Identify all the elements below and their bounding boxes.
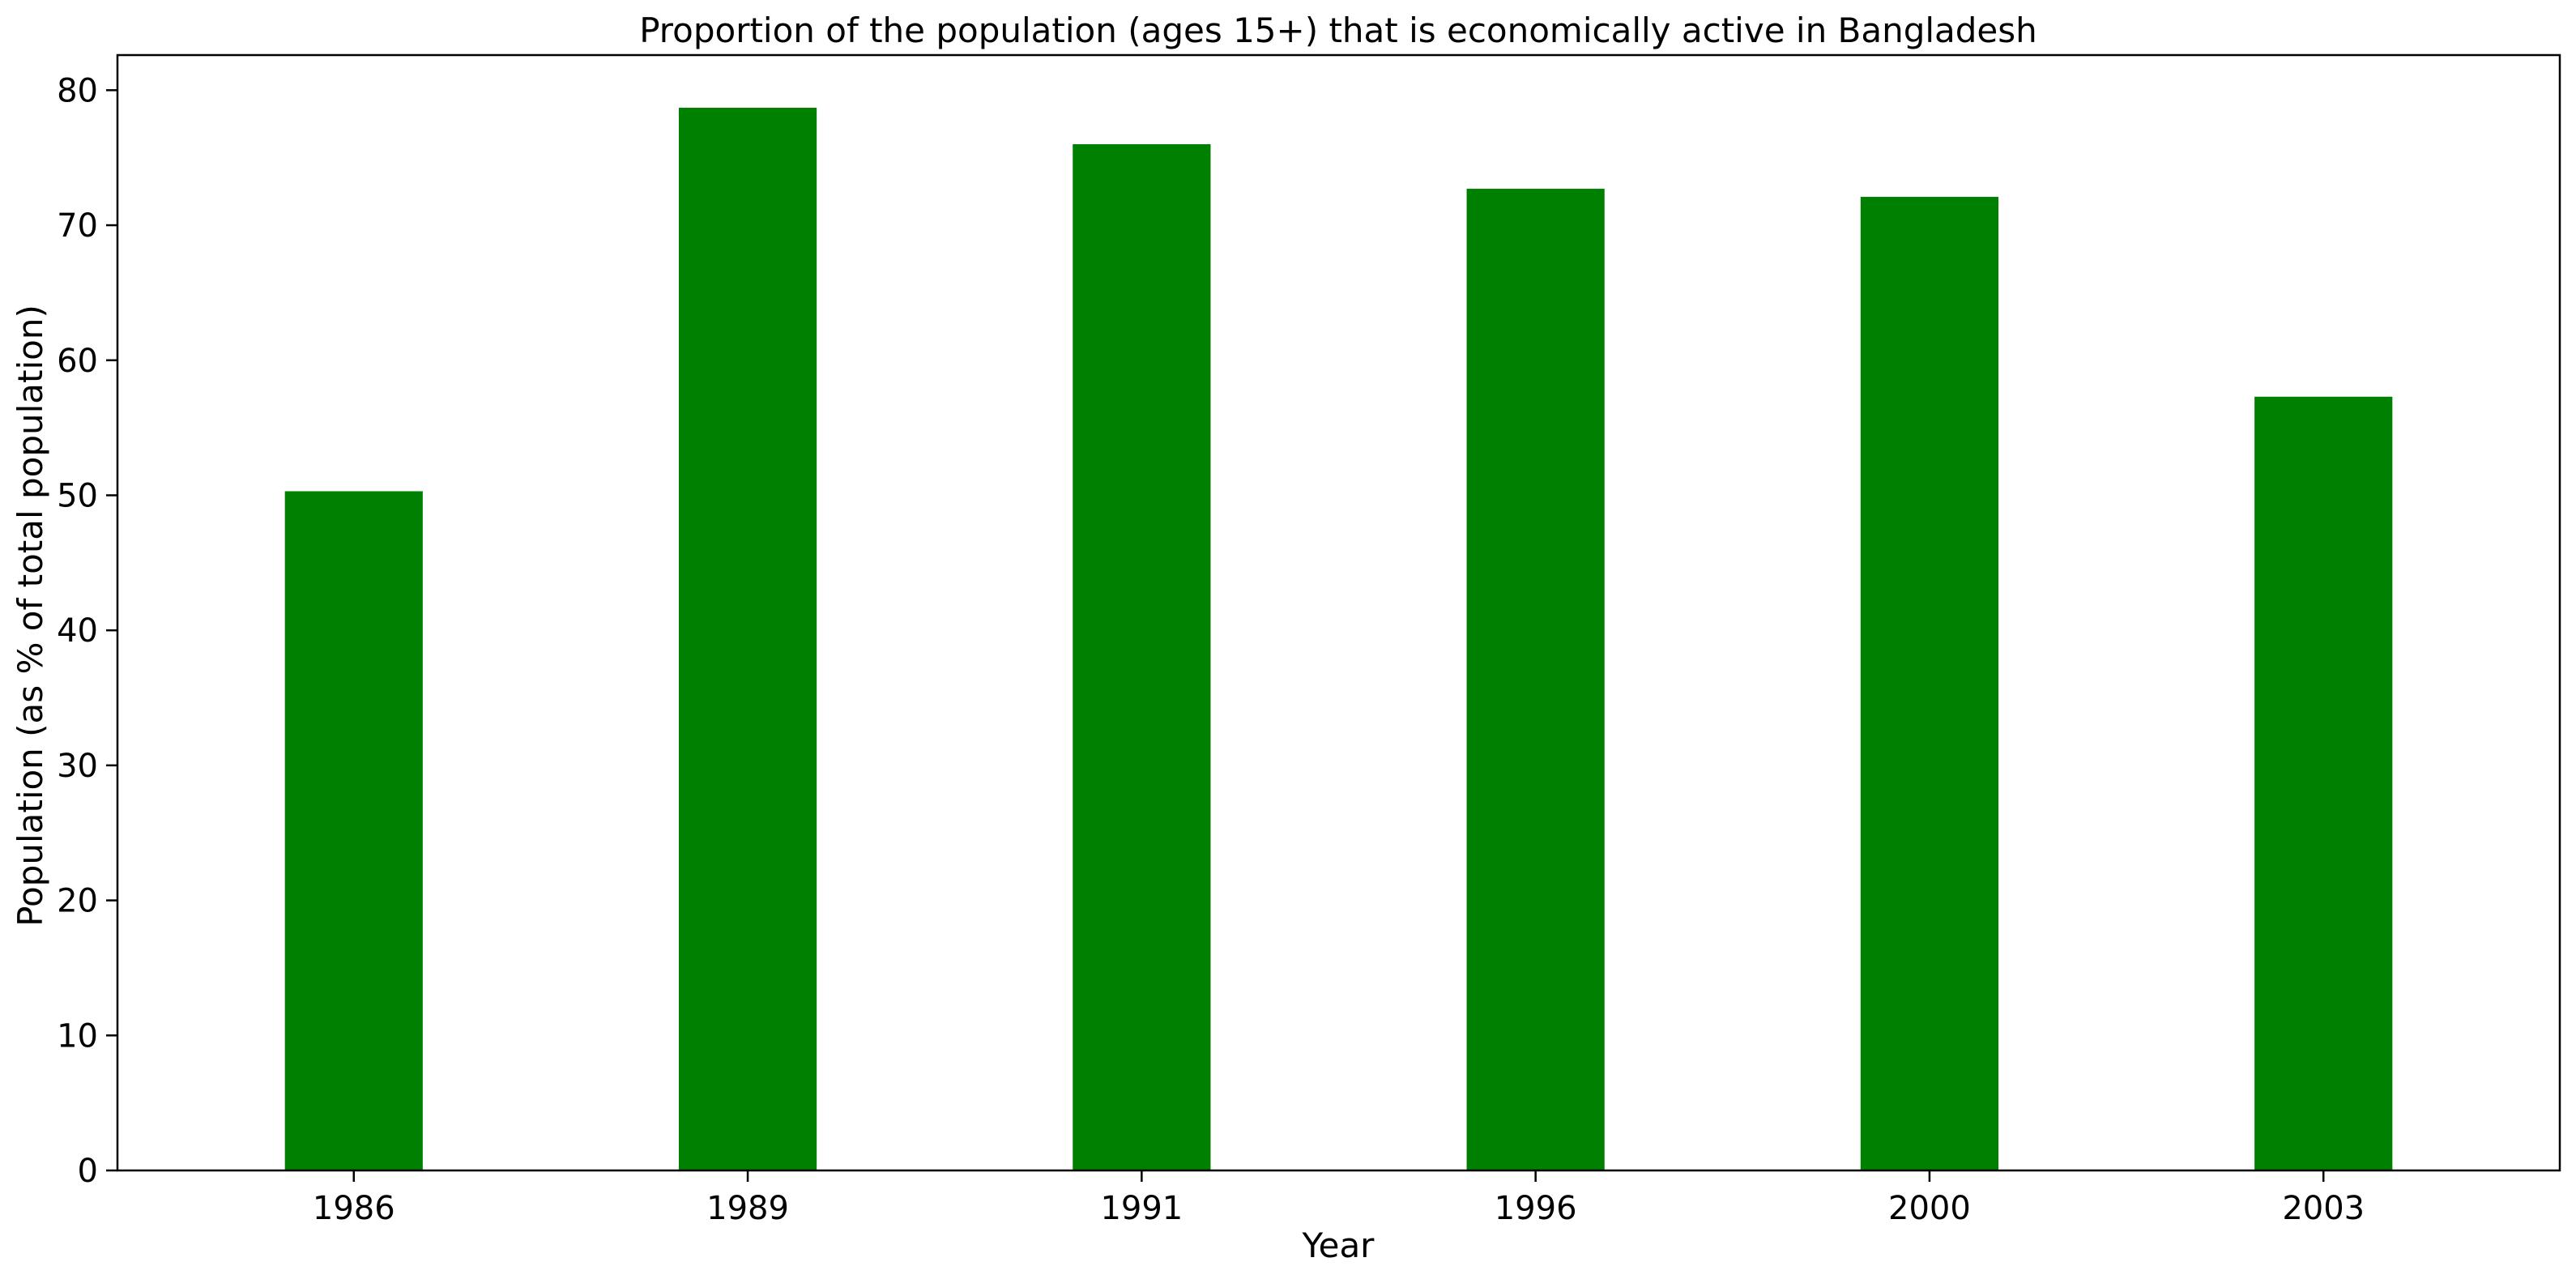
bar-1991: [1073, 144, 1211, 1171]
bars-group: [284, 108, 2393, 1171]
x-tick-label: 1996: [1495, 1190, 1577, 1227]
x-axis-label: Year: [1302, 1226, 1375, 1265]
plot-frame: [116, 53, 2561, 1172]
x-tick-label: 1991: [1100, 1190, 1183, 1227]
y-tick-label: 0: [78, 1153, 98, 1190]
y-axis-ticks: 0 10 20 30 40 50 60 70 80: [57, 72, 117, 1190]
y-tick-label: 10: [57, 1017, 98, 1055]
x-axis-ticks: 1986 1989 1991 1996 2000 2003: [313, 1170, 2365, 1227]
bar-1986: [284, 491, 423, 1170]
y-tick-label: 30: [57, 748, 98, 785]
bar-1989: [678, 108, 817, 1170]
x-tick-label: 1986: [313, 1190, 395, 1227]
y-tick-label: 40: [57, 612, 98, 650]
bar-2003: [2254, 396, 2393, 1170]
x-tick-label: 1989: [706, 1190, 789, 1227]
x-tick-label: 2003: [2282, 1190, 2365, 1227]
y-tick-label: 80: [57, 72, 98, 109]
chart-title: Proportion of the population (ages 15+) …: [639, 11, 2037, 50]
bar-2000: [1860, 197, 1999, 1171]
bar-1996: [1466, 189, 1605, 1171]
y-axis-label: Population (as % of total population): [11, 305, 50, 927]
y-tick-label: 50: [57, 477, 98, 514]
y-tick-label: 60: [57, 343, 98, 380]
y-tick-label: 20: [57, 883, 98, 920]
x-tick-label: 2000: [1888, 1190, 1971, 1227]
y-tick-label: 70: [57, 207, 98, 245]
